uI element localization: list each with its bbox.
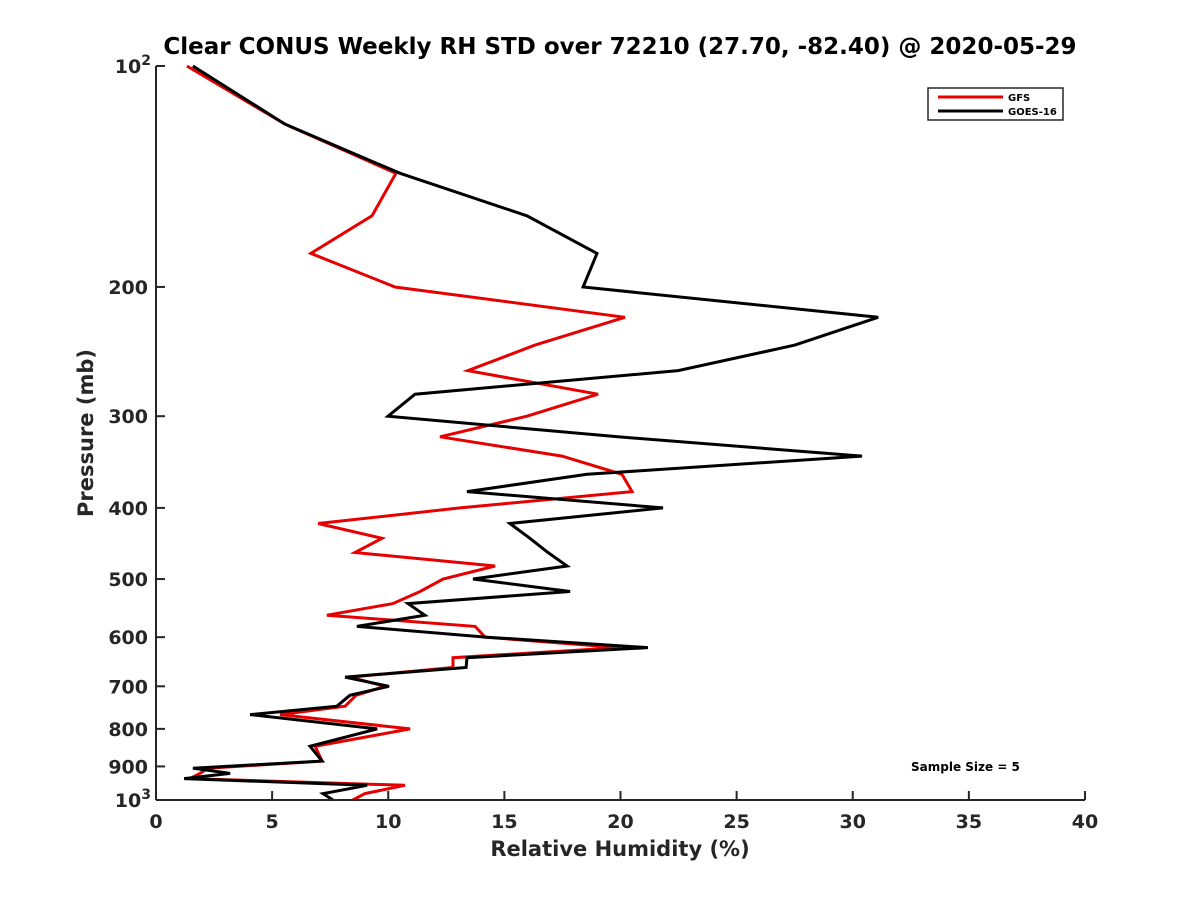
- legend-label-goes16: GOES-16: [1008, 107, 1057, 118]
- chart-title: Clear CONUS Weekly RH STD over 72210 (27…: [163, 34, 1076, 60]
- y-tick-label: 800: [108, 719, 148, 741]
- x-tick-label: 15: [491, 811, 517, 833]
- x-tick-label: 40: [1072, 811, 1098, 833]
- x-tick-label: 0: [149, 811, 162, 833]
- legend: GFS GOES-16: [927, 87, 1064, 121]
- axes: [155, 66, 1085, 801]
- x-axis-ticks: 0 5 10 15 20 25 30 35 40: [149, 791, 1098, 833]
- y-tick-label: 900: [108, 756, 148, 778]
- legend-box: [927, 87, 1064, 121]
- y-tick-label: 103: [115, 787, 151, 812]
- plot-lines: [183, 64, 879, 802]
- x-tick-label: 30: [840, 811, 866, 833]
- y-tick-label: 600: [108, 627, 148, 649]
- y-axis-label: Pressure (mb): [74, 349, 98, 517]
- y-tick-label: 400: [108, 498, 148, 520]
- legend-label-gfs: GFS: [1008, 93, 1030, 104]
- x-tick-label: 10: [375, 811, 401, 833]
- y-tick-label: 500: [108, 569, 148, 591]
- y-tick-label: 200: [108, 277, 148, 299]
- sample-size-annotation: Sample Size = 5: [911, 760, 1020, 774]
- x-tick-label: 5: [266, 811, 279, 833]
- x-tick-label: 35: [956, 811, 982, 833]
- y-axis-ticks: 102 200 300 400 500 600 700 800 900 103: [108, 53, 165, 812]
- y-tick-label: 102: [115, 53, 151, 78]
- y-tick-label: 300: [108, 406, 148, 428]
- x-axis-label: Relative Humidity (%): [490, 837, 749, 861]
- x-tick-label: 25: [723, 811, 749, 833]
- x-tick-label: 20: [607, 811, 633, 833]
- series-line-goes16: [183, 64, 879, 802]
- y-tick-label: 700: [108, 676, 148, 698]
